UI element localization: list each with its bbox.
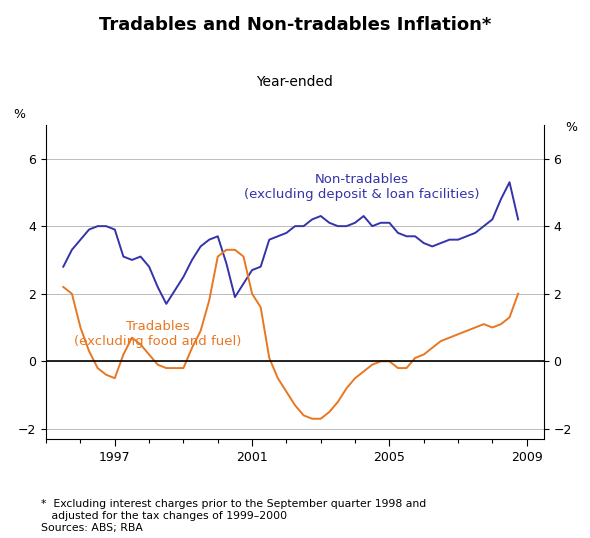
Text: Non-tradables
(excluding deposit & loan facilities): Non-tradables (excluding deposit & loan … bbox=[244, 173, 480, 202]
Y-axis label: %: % bbox=[13, 108, 25, 121]
Text: Tradables
(excluding food and fuel): Tradables (excluding food and fuel) bbox=[74, 320, 242, 348]
Text: Tradables and Non-tradables Inflation*: Tradables and Non-tradables Inflation* bbox=[99, 16, 491, 34]
Title: Year-ended: Year-ended bbox=[257, 75, 333, 89]
Text: *  Excluding interest charges prior to the September quarter 1998 and
   adjuste: * Excluding interest charges prior to th… bbox=[41, 499, 427, 533]
Y-axis label: %: % bbox=[565, 121, 577, 134]
